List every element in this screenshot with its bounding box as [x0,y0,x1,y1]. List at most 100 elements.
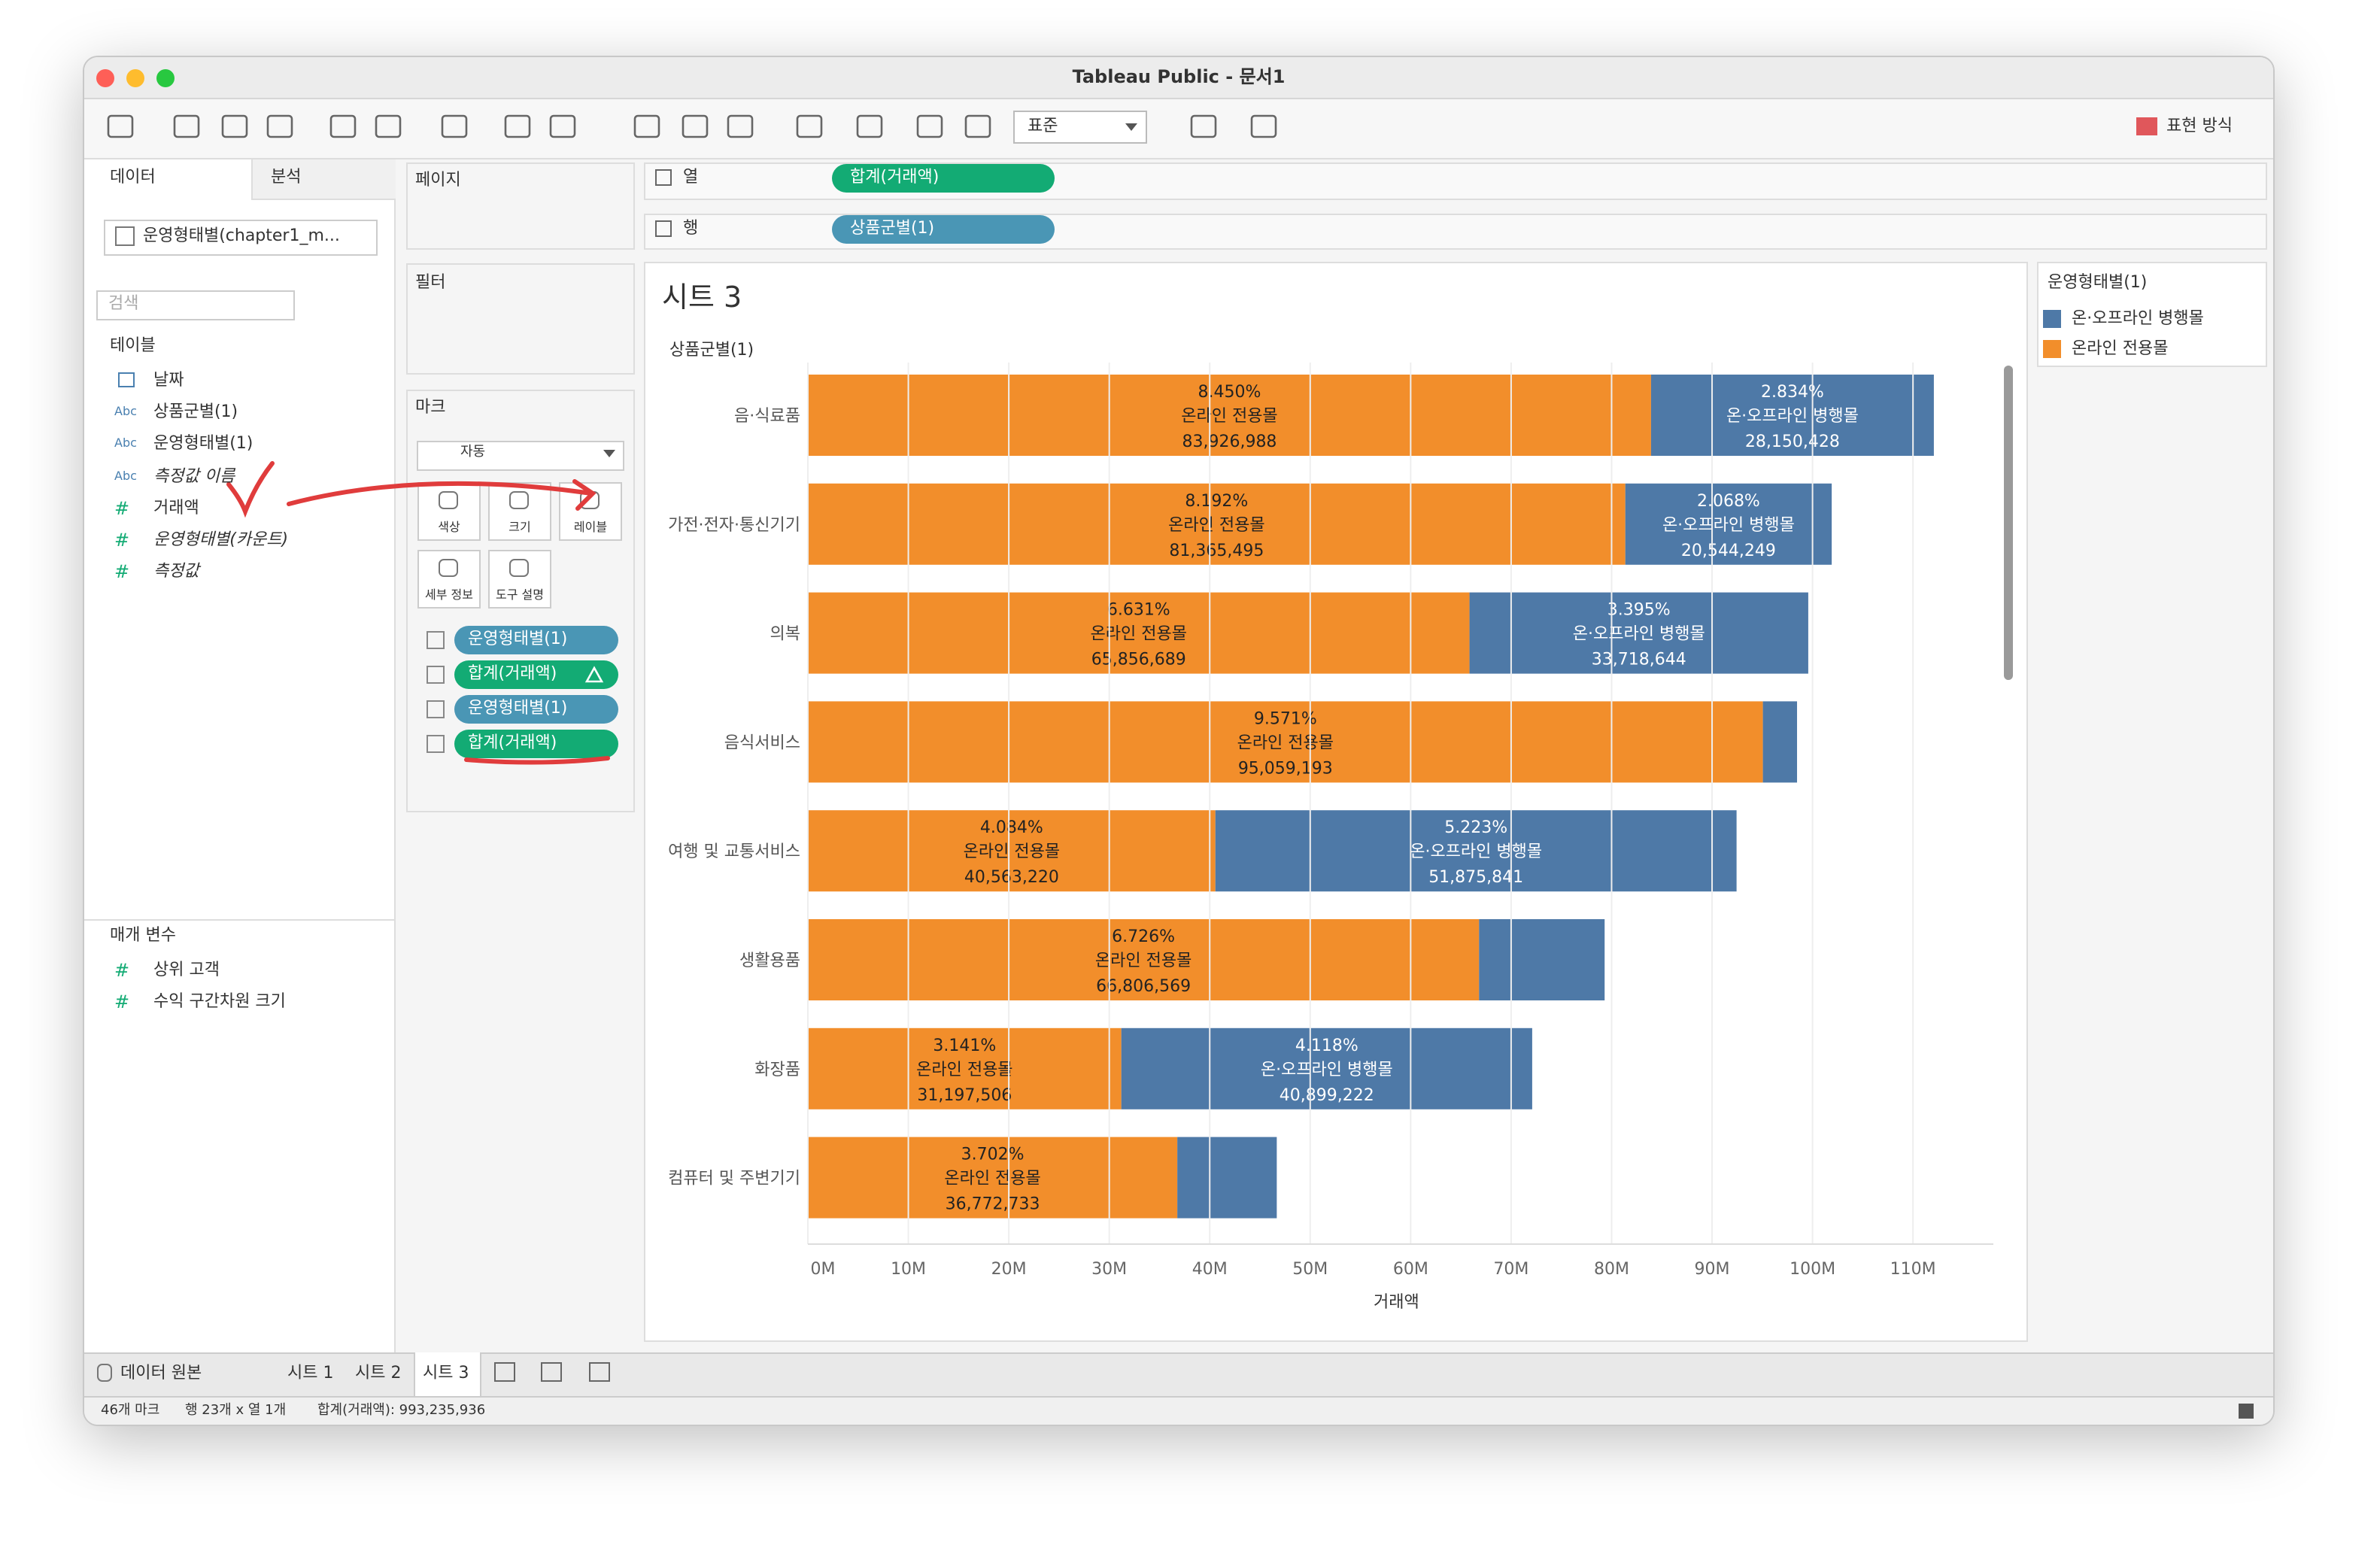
active-sheet-tab[interactable] [414,1352,481,1396]
data-label-percent: 8.192% [1185,492,1248,511]
x-tick-label: 20M [991,1260,1027,1279]
legend-item[interactable]: 온·오프라인 병행몰 [2072,308,2204,328]
mark-button-label[interactable]: 레이블 [573,521,608,534]
sheet-tab[interactable]: 시트 3 [423,1363,469,1383]
minimize-button[interactable] [126,69,144,87]
field[interactable]: 운영형태별(카운트) [153,530,289,549]
show-me-button[interactable]: 표현 방식 [2166,116,2233,135]
mark-type[interactable]: 자동 [460,445,486,460]
zoom-button[interactable] [156,69,175,87]
toolbar-icon [916,114,943,138]
bar-segment [1215,810,1737,892]
pill-icon [427,700,445,718]
search-placeholder[interactable]: 검색 [108,293,139,313]
toolbar-icon [796,114,823,138]
toolbar-icon [682,114,709,138]
tables-heading: 테이블 [110,335,156,355]
y-tick-label: 생활용품 [739,952,800,970]
sheet-tab[interactable]: 시트 2 [355,1363,402,1383]
mark-button-label[interactable]: 세부 정보 [425,588,473,602]
data-label-percent: 4.118% [1295,1037,1358,1055]
field[interactable]: 상위 고객 [153,960,220,979]
field-type: Abc [114,469,137,483]
mark-size-dropdown [1013,111,1147,144]
bar-segment [1121,1027,1532,1109]
search-box[interactable] [96,290,295,320]
pill [832,164,1055,193]
data-source-icon [115,226,135,246]
window [83,56,2275,1426]
columns-pill[interactable]: 합계(거래액) [850,167,940,187]
toolbar-icon [633,114,660,138]
pill-label[interactable]: 운영형태별(1) [468,629,568,648]
field-type: Abc [114,436,137,451]
field-type: # [114,991,130,1012]
field[interactable]: 측정값 이름 [153,466,235,486]
field[interactable]: 거래액 [153,497,199,518]
mark-size-label[interactable]: 표준 [1028,116,1058,135]
data-label-value: 33,718,644 [1592,651,1686,669]
mark-button-label[interactable]: 색상 [438,521,460,534]
field[interactable]: 상품군별(1) [153,402,238,422]
y-tick-label: 의복 [770,625,800,644]
data-label-series: 온·오프라인 병행몰 [1410,842,1542,861]
pages-label: 페이지 [415,170,461,190]
data-label-series: 온라인 전용몰 [944,1170,1040,1188]
x-tick-label: 110M [1890,1260,1936,1279]
scrollbar[interactable] [2004,366,2013,680]
new-sheet-icon [494,1362,515,1382]
y-tick-label: 화장품 [754,1061,800,1079]
data-label-percent: 2.834% [1761,383,1824,402]
toolbar-icon [1190,114,1217,138]
data-source-box[interactable] [104,220,378,256]
marks-label: 마크 [415,397,446,417]
rows-icon [655,220,672,237]
mark-button-icon [509,491,529,509]
field[interactable]: 날짜 [153,370,184,390]
data-label-percent: 2.068% [1697,492,1760,511]
legend-item[interactable]: 온라인 전용몰 [2072,338,2169,358]
mark-button-icon [439,559,458,577]
bar-segment [808,701,1763,783]
rows-pill[interactable]: 상품군별(1) [850,218,935,238]
bar-segment [1650,375,1934,456]
active-tab [84,159,251,200]
legend-swatch [2043,340,2061,358]
field[interactable]: 수익 구간차원 크기 [153,991,286,1011]
analysis-tab[interactable]: 분석 [271,167,302,187]
data-source[interactable]: 운영형태별(chapter1_m... [143,226,340,245]
pill [454,660,618,689]
mark-button-label[interactable]: 도구 설명 [496,588,544,602]
field[interactable]: 운영형태별(1) [153,433,253,454]
data-label-value: 83,926,988 [1182,433,1277,451]
toolbar-icon [329,114,357,138]
toolbar-icon [266,114,293,138]
mark-button-label[interactable]: 크기 [508,521,531,534]
bar-segment [808,1137,1178,1219]
new-sheet-icon [541,1362,562,1382]
bar-segment [1177,1137,1277,1219]
field[interactable]: 측정값 [153,561,199,581]
sheet-tab[interactable]: 시트 1 [287,1363,334,1383]
bar-segment [808,919,1480,1000]
pill-label[interactable]: 합계(거래액) [468,663,557,683]
data-tab[interactable]: 데이터 [110,167,156,187]
data-label-value: 51,875,841 [1428,868,1523,887]
legend-title: 운영형태별(1) [2048,272,2148,292]
sheet-tab[interactable]: 데이터 원본 [120,1363,202,1383]
pill-label[interactable]: 운영형태별(1) [468,698,568,718]
data-label-value: 20,544,249 [1681,542,1776,560]
date-icon [118,372,135,387]
data-label-series: 온라인 전용몰 [1168,516,1264,535]
pill-label[interactable]: 합계(거래액) [468,733,557,752]
data-label-series: 온·오프라인 병행몰 [1726,407,1859,426]
close-button[interactable] [96,69,114,87]
data-label-value: 66,806,569 [1096,977,1191,996]
new-sheet-icon [589,1362,610,1382]
mark-type-dropdown[interactable] [417,441,624,471]
data-label-value: 31,197,506 [917,1086,1012,1105]
x-tick-label: 50M [1292,1260,1328,1279]
toolbar-icon [107,114,134,138]
